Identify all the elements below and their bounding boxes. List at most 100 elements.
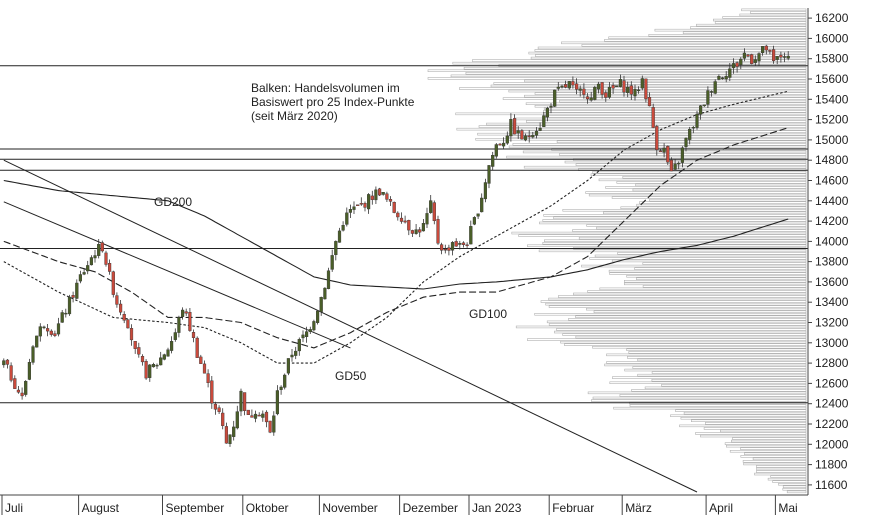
volume-bar bbox=[752, 457, 807, 461]
candle bbox=[782, 52, 787, 63]
y-tick-label: 12200 bbox=[815, 417, 849, 431]
candle bbox=[129, 324, 134, 346]
candle bbox=[491, 151, 495, 171]
candle bbox=[224, 422, 228, 444]
volume-bar bbox=[450, 74, 807, 78]
candle bbox=[367, 193, 371, 214]
trendlines bbox=[3, 159, 698, 493]
candle bbox=[669, 157, 673, 172]
candle bbox=[461, 241, 466, 248]
volume-bar bbox=[586, 224, 807, 227]
volume-bar bbox=[612, 376, 807, 379]
volume-bar bbox=[556, 140, 807, 144]
candle bbox=[38, 323, 42, 342]
volume-bar bbox=[518, 234, 807, 237]
candle bbox=[27, 358, 31, 381]
candle bbox=[155, 363, 159, 369]
volume-bar bbox=[540, 300, 807, 303]
candle bbox=[480, 193, 484, 213]
candle bbox=[100, 240, 104, 253]
candle bbox=[542, 112, 546, 127]
volume-bar bbox=[634, 267, 807, 270]
candle bbox=[585, 93, 590, 104]
candle bbox=[89, 255, 93, 266]
volume-bar bbox=[524, 94, 807, 98]
candle bbox=[647, 92, 652, 107]
volume-bar bbox=[543, 107, 807, 111]
volume-bar bbox=[502, 97, 807, 100]
x-tick-label: Februar bbox=[552, 501, 594, 515]
volume-bar bbox=[637, 373, 807, 377]
candle bbox=[246, 409, 250, 416]
candle bbox=[465, 242, 469, 248]
candle bbox=[122, 311, 126, 324]
candles bbox=[2, 44, 790, 447]
x-tick-label: August bbox=[82, 501, 120, 515]
volume-bar bbox=[651, 371, 807, 374]
volume-bar bbox=[622, 176, 807, 179]
volume-bar bbox=[690, 26, 807, 29]
y-tick-label: 12400 bbox=[815, 397, 849, 411]
y-tick-label: 16200 bbox=[815, 11, 849, 25]
candle bbox=[578, 85, 582, 97]
candle bbox=[133, 341, 137, 354]
candle bbox=[64, 308, 68, 318]
candle bbox=[191, 329, 196, 343]
candle bbox=[764, 44, 768, 55]
volume-bar bbox=[525, 120, 807, 123]
candle bbox=[137, 342, 141, 358]
volume-bar bbox=[767, 477, 807, 481]
y-tick-label: 15600 bbox=[815, 72, 849, 86]
candle bbox=[97, 239, 101, 259]
candle bbox=[24, 380, 28, 397]
volume-bar bbox=[562, 209, 807, 212]
volume-bar bbox=[575, 335, 807, 339]
candle bbox=[454, 238, 458, 247]
volume-bar bbox=[587, 391, 807, 395]
volume-bar bbox=[680, 416, 807, 420]
candle bbox=[531, 131, 535, 139]
candle bbox=[326, 267, 331, 290]
volume-bar bbox=[548, 305, 807, 308]
y-tick-label: 14800 bbox=[815, 153, 849, 167]
volume-bar bbox=[534, 105, 807, 108]
candle bbox=[534, 127, 539, 139]
y-tick-label: 15800 bbox=[815, 52, 849, 66]
volume-bar bbox=[528, 51, 807, 55]
candle bbox=[67, 294, 72, 316]
candle bbox=[644, 78, 648, 103]
candle bbox=[429, 195, 433, 214]
x-tick-label: Dezember bbox=[403, 501, 458, 515]
volume-bar bbox=[465, 72, 807, 75]
volume-bar bbox=[478, 125, 807, 128]
candle bbox=[31, 345, 35, 365]
volume-bar bbox=[679, 424, 807, 428]
volume-bar bbox=[456, 127, 807, 131]
candle bbox=[640, 75, 644, 91]
volume-bar bbox=[770, 475, 807, 478]
candle bbox=[385, 191, 389, 202]
volume-bar bbox=[508, 89, 807, 93]
volume-bar bbox=[542, 242, 807, 245]
volume-bar bbox=[700, 434, 807, 438]
candle bbox=[283, 373, 287, 390]
volume-bar bbox=[557, 295, 807, 298]
candle bbox=[662, 143, 666, 158]
candle bbox=[35, 335, 39, 348]
volume-bar bbox=[559, 99, 807, 103]
candle bbox=[148, 364, 152, 382]
volume-bar bbox=[642, 262, 807, 265]
candle bbox=[144, 359, 148, 380]
candle bbox=[684, 137, 688, 152]
candle bbox=[104, 250, 108, 267]
volume-bar bbox=[636, 277, 807, 280]
axes: 11600 11800 12000 12200 12400 12600 12800 13000… bbox=[0, 8, 849, 515]
candle bbox=[472, 216, 476, 226]
candle bbox=[13, 375, 17, 390]
volume-bar bbox=[592, 345, 807, 349]
volume-bar bbox=[642, 285, 807, 288]
y-tick-label: 13000 bbox=[815, 336, 849, 350]
x-tick-label: Mai bbox=[778, 501, 797, 515]
candle bbox=[432, 200, 436, 225]
x-tick-label: April bbox=[709, 501, 733, 515]
